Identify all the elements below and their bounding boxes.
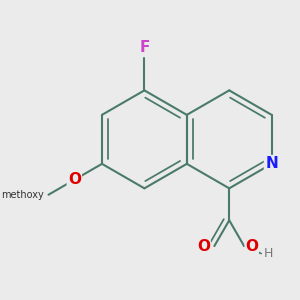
Text: F: F bbox=[139, 40, 150, 55]
Text: H: H bbox=[263, 247, 273, 260]
Text: O: O bbox=[245, 238, 258, 253]
Text: O: O bbox=[197, 238, 210, 253]
Text: N: N bbox=[265, 156, 278, 171]
Text: O: O bbox=[68, 172, 81, 187]
Text: methoxy: methoxy bbox=[2, 190, 44, 200]
